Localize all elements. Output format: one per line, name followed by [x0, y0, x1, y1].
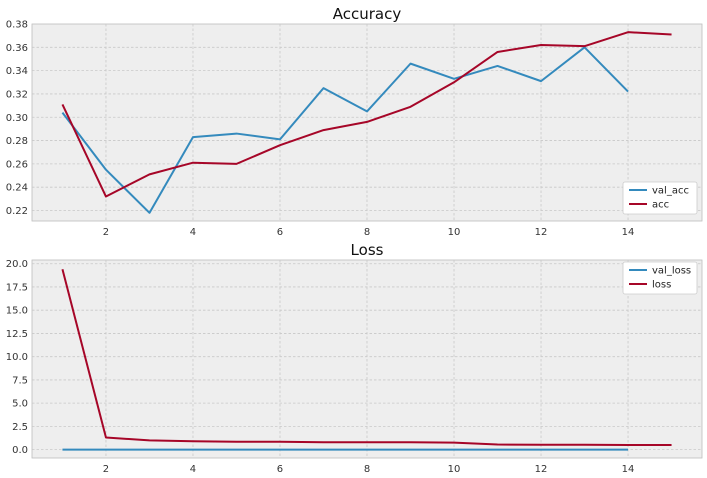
y-tick-label: 17.5: [6, 282, 28, 293]
series-line-loss: [61, 269, 672, 446]
y-tick-label: 0.34: [6, 66, 28, 77]
chart-title: Accuracy: [333, 5, 402, 23]
x-tick-label: 12: [535, 464, 548, 475]
chart-panel-loss: 2 4 6 8 10 12 14 0.0 2.5 5.0 7.5 10.0 12.5 15.0 17.5 20…: [6, 241, 703, 475]
y-tick-label: 0.30: [6, 113, 28, 124]
x-tick-label: 10: [448, 464, 461, 475]
y-tick-label: 20.0: [6, 259, 28, 270]
legend-label: loss: [652, 280, 671, 291]
x-tick-label: 8: [364, 464, 370, 475]
y-tick-label: 0.22: [6, 206, 28, 217]
y-tick-label: 0.38: [6, 20, 28, 31]
series-line-acc: [61, 31, 672, 198]
y-tick-label: 0.0: [12, 445, 28, 456]
y-tick-label: 0.36: [6, 43, 28, 54]
x-tick-label: 6: [277, 464, 283, 475]
y-tick-label: 5.0: [12, 399, 28, 410]
x-tick-label: 6: [277, 227, 283, 238]
x-tick-label: 8: [364, 227, 370, 238]
y-tick-label: 2.5: [12, 422, 28, 433]
y-tick-label: 7.5: [12, 375, 28, 386]
y-tick-label: 15.0: [6, 306, 28, 317]
y-tick-label: 10.0: [6, 352, 28, 363]
legend-label: acc: [652, 200, 669, 211]
x-tick-label: 4: [190, 227, 196, 238]
x-tick-label: 4: [190, 464, 196, 475]
x-tick-label: 2: [103, 227, 109, 238]
y-tick-label: 0.26: [6, 159, 28, 170]
legend-label: val_acc: [652, 186, 689, 197]
x-tick-label: 2: [103, 464, 109, 475]
y-tick-label: 0.28: [6, 136, 28, 147]
x-tick-label: 10: [448, 227, 461, 238]
chart-panel-accuracy: 2 4 6 8 10 12 14 0.22 0.24 0.26 0.28 0.30 0.32 0.34 0.…: [6, 5, 703, 238]
y-tick-label: 12.5: [6, 329, 28, 340]
y-tick-label: 0.32: [6, 89, 28, 100]
legend-label: val_loss: [652, 266, 691, 277]
chart-title: Loss: [351, 241, 384, 259]
x-tick-label: 12: [535, 227, 548, 238]
x-tick-label: 14: [622, 227, 635, 238]
y-tick-label: 0.24: [6, 183, 28, 194]
x-tick-label: 14: [622, 464, 635, 475]
series-line-val-acc: [61, 46, 629, 214]
